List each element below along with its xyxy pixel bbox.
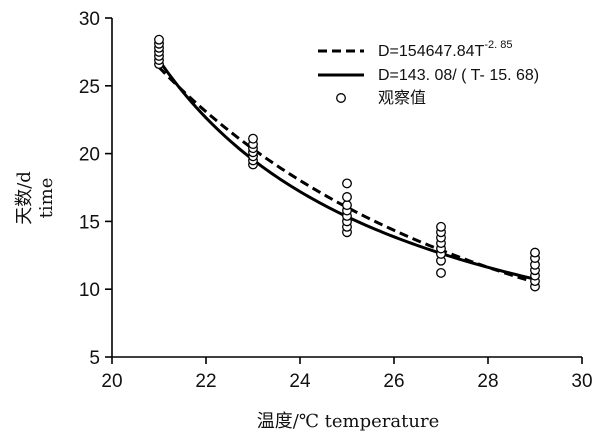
y-axis-label-en: time [36, 178, 57, 219]
legend-label-power: D=154647.84T-2. 85 [378, 39, 512, 60]
observed-point [342, 178, 352, 189]
y-tick-label: 20 [79, 145, 100, 166]
observed-point [436, 221, 446, 232]
tick-labels: 5 10 15 20 25 30 20 22 24 26 28 30 [79, 9, 593, 392]
x-tick-label: 28 [477, 371, 498, 392]
x-tick-label: 22 [195, 371, 216, 392]
x-tick-label: 24 [289, 371, 311, 392]
observed-points [154, 34, 540, 292]
y-tick-label: 15 [79, 212, 100, 233]
y-tick-label: 10 [79, 280, 100, 301]
legend: D=154647.84T-2. 85 D=143. 08/ ( T- 15. 68… [318, 39, 539, 107]
x-axis-label: 温度/℃ temperature [257, 411, 439, 432]
y-tick-label: 30 [79, 9, 100, 30]
observed-point [248, 133, 258, 144]
axes [105, 17, 583, 364]
observed-point [342, 192, 352, 202]
y-axis-label-cn: 天数/d [14, 171, 35, 225]
x-tick-label: 20 [101, 371, 122, 392]
legend-swatch-circle [336, 93, 346, 103]
hyperbolic-fit-curve [157, 59, 536, 281]
observed-point [530, 247, 540, 258]
power-fit-curve [157, 66, 536, 284]
observed-point [436, 267, 446, 278]
observed-point [154, 34, 164, 45]
x-tick-label: 30 [571, 371, 592, 392]
y-tick-label: 25 [79, 77, 100, 98]
legend-label-hyperbolic: D=143. 08/ ( T- 15. 68) [378, 67, 539, 84]
legend-label-observed: 观察值 [378, 89, 426, 107]
x-tick-label: 26 [383, 371, 404, 392]
fitted-curves [157, 59, 536, 284]
observed-point [342, 200, 352, 211]
y-tick-label: 5 [89, 348, 100, 369]
